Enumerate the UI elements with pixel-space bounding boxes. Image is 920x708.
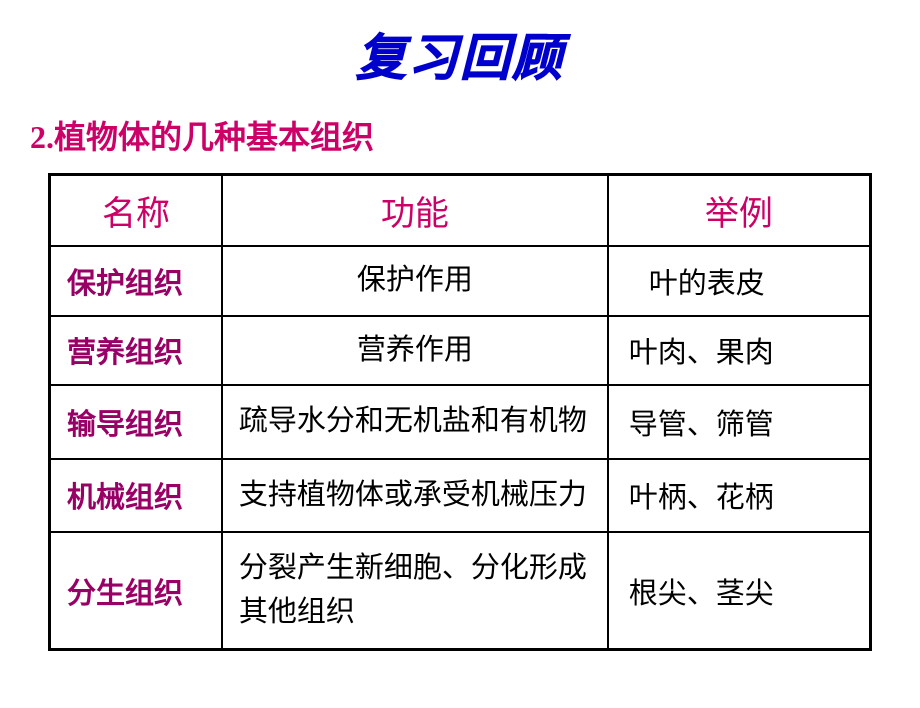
header-example: 举例 <box>608 175 871 247</box>
cell-function: 保护作用 <box>222 246 608 316</box>
tissue-table-container: 名称 功能 举例 保护组织 保护作用 叶的表皮 营养组织 营养作用 叶肉、果肉 … <box>48 173 872 651</box>
page-title: 复习回顾 <box>0 18 920 90</box>
cell-example: 根尖、茎尖 <box>608 532 871 650</box>
header-function: 功能 <box>222 175 608 247</box>
cell-example: 导管、筛管 <box>608 385 871 459</box>
cell-example: 叶柄、花柄 <box>608 459 871 533</box>
cell-name: 保护组织 <box>50 246 222 316</box>
cell-name: 分生组织 <box>50 532 222 650</box>
tissue-table: 名称 功能 举例 保护组织 保护作用 叶的表皮 营养组织 营养作用 叶肉、果肉 … <box>48 173 872 651</box>
cell-function: 疏导水分和无机盐和有机物 <box>222 385 608 459</box>
table-row: 分生组织 分裂产生新细胞、分化形成其他组织 根尖、茎尖 <box>50 532 871 650</box>
cell-function: 支持植物体或承受机械压力 <box>222 459 608 533</box>
section-subtitle: 2.植物体的几种基本组织 <box>30 112 920 158</box>
table-row: 机械组织 支持植物体或承受机械压力 叶柄、花柄 <box>50 459 871 533</box>
cell-name: 营养组织 <box>50 316 222 386</box>
table-row: 输导组织 疏导水分和无机盐和有机物 导管、筛管 <box>50 385 871 459</box>
cell-example: 叶的表皮 <box>608 246 871 316</box>
cell-example: 叶肉、果肉 <box>608 316 871 386</box>
table-row: 营养组织 营养作用 叶肉、果肉 <box>50 316 871 386</box>
table-row: 保护组织 保护作用 叶的表皮 <box>50 246 871 316</box>
table-header-row: 名称 功能 举例 <box>50 175 871 247</box>
cell-name: 输导组织 <box>50 385 222 459</box>
cell-function: 分裂产生新细胞、分化形成其他组织 <box>222 532 608 650</box>
cell-function: 营养作用 <box>222 316 608 386</box>
cell-name: 机械组织 <box>50 459 222 533</box>
header-name: 名称 <box>50 175 222 247</box>
